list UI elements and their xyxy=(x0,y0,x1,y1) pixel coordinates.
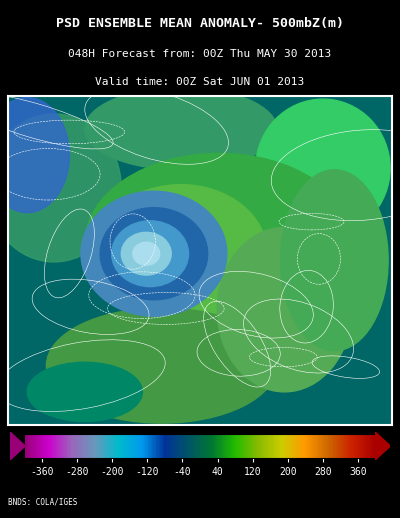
Ellipse shape xyxy=(81,191,227,316)
Text: PSD ENSEMBLE MEAN ANOMALY- 500mbZ(m): PSD ENSEMBLE MEAN ANOMALY- 500mbZ(m) xyxy=(56,17,344,30)
Ellipse shape xyxy=(281,170,388,351)
Polygon shape xyxy=(375,432,390,460)
Ellipse shape xyxy=(217,227,352,392)
Ellipse shape xyxy=(121,233,171,275)
Ellipse shape xyxy=(256,99,390,237)
Text: 048H Forecast from: 00Z Thu MAY 30 2013: 048H Forecast from: 00Z Thu MAY 30 2013 xyxy=(68,49,332,59)
Ellipse shape xyxy=(27,362,142,422)
Ellipse shape xyxy=(0,97,70,212)
Ellipse shape xyxy=(112,221,188,286)
Ellipse shape xyxy=(46,308,277,423)
Text: BNDS: COLA/IGES: BNDS: COLA/IGES xyxy=(8,497,77,506)
Ellipse shape xyxy=(94,184,267,323)
Ellipse shape xyxy=(0,114,121,262)
Text: Valid time: 00Z Sat JUN 01 2013: Valid time: 00Z Sat JUN 01 2013 xyxy=(95,77,305,87)
Ellipse shape xyxy=(133,242,160,265)
Ellipse shape xyxy=(100,208,208,300)
Ellipse shape xyxy=(85,153,354,334)
Polygon shape xyxy=(10,432,25,460)
Ellipse shape xyxy=(85,88,277,170)
